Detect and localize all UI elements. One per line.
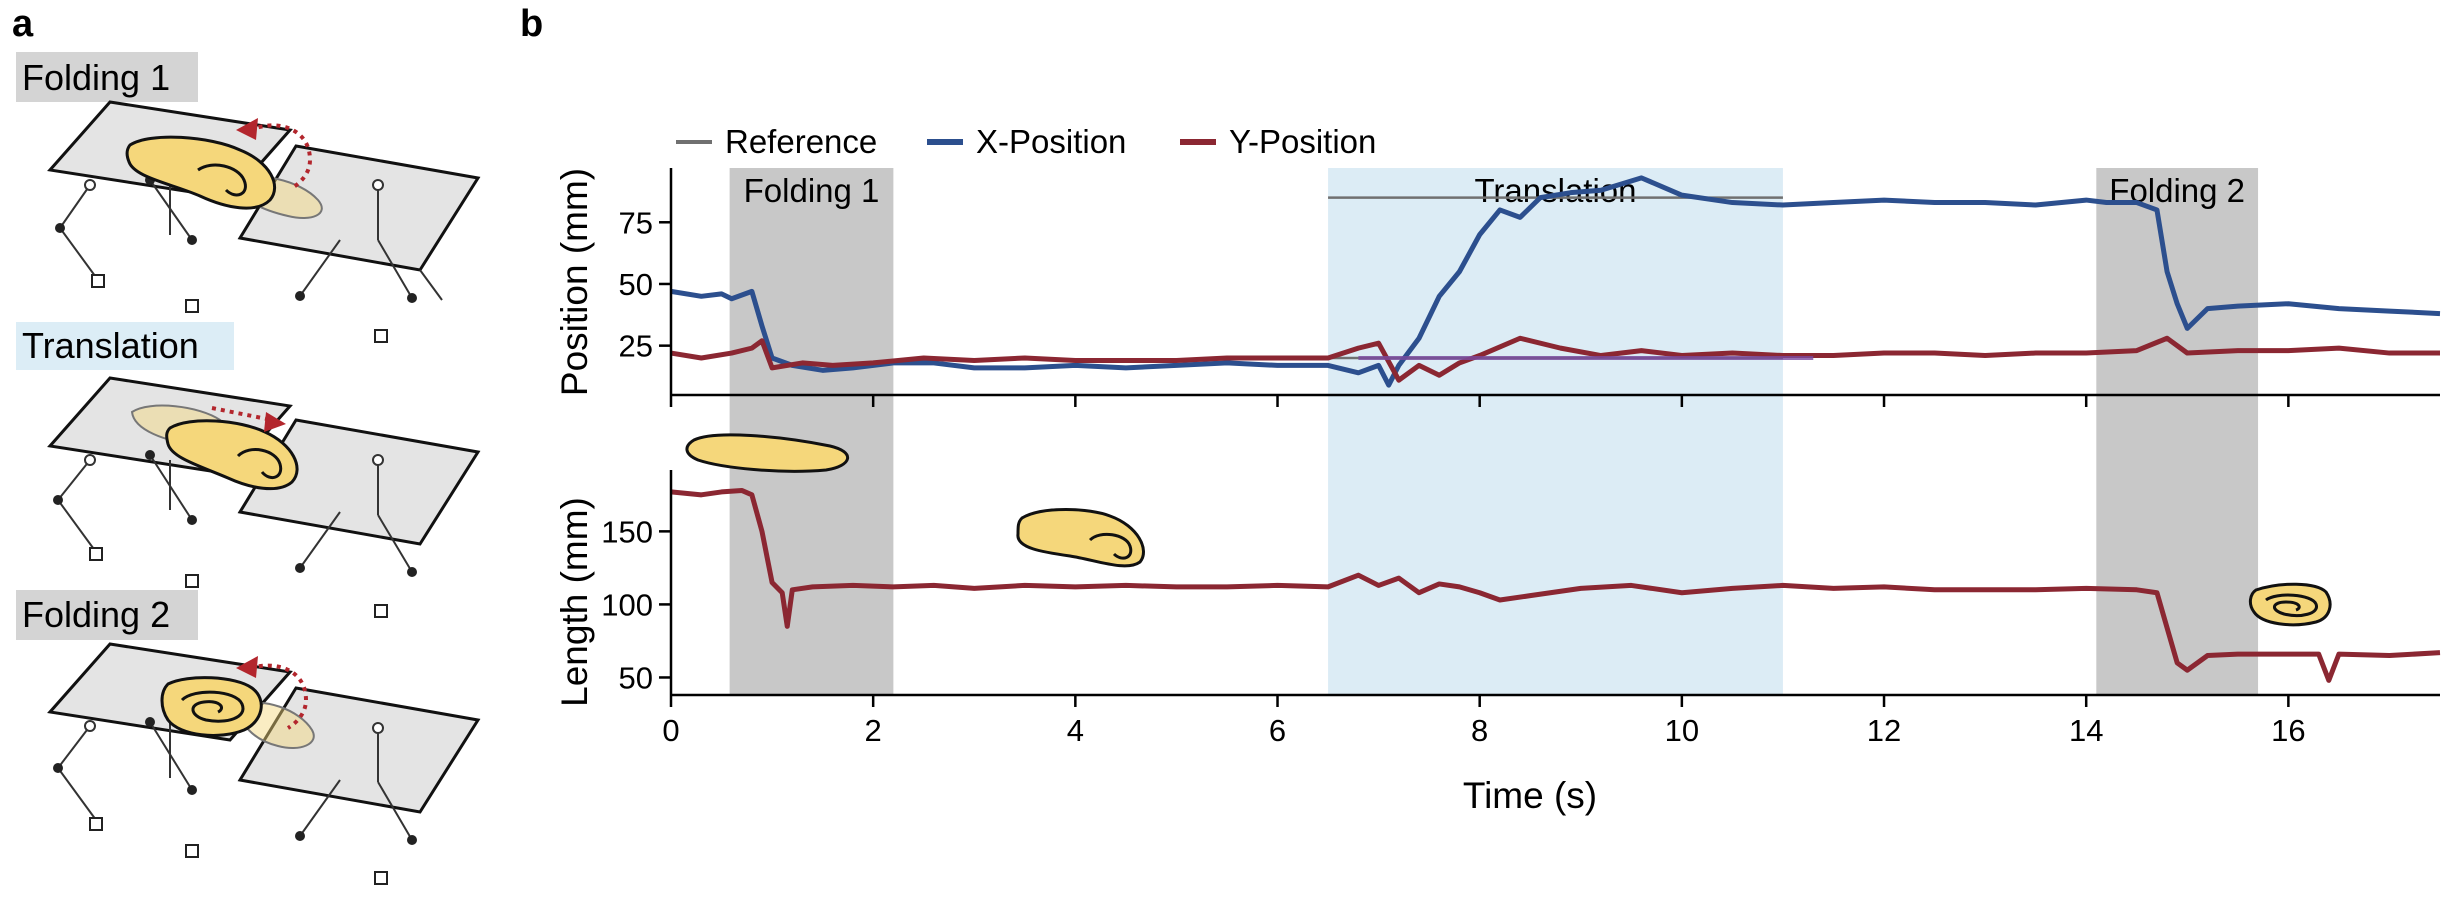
- length-y-ticks: 50 100 150: [601, 514, 671, 695]
- length-xtick-label-6: 6: [1269, 713, 1286, 748]
- folding-1-illustration: [47, 100, 481, 343]
- length-y-axis-label: Length (mm): [554, 497, 595, 707]
- length-chart: 50 100 150 0 2 4 6 8 10 12 14 16 Length (mm) Time …: [554, 433, 2441, 816]
- phase-region-folding-2: [2096, 168, 2259, 695]
- right-plate: [237, 144, 481, 343]
- length-xtick-label-0: 0: [662, 713, 679, 748]
- position-ytick-label-50: 50: [619, 267, 653, 302]
- length-series: [670, 487, 2441, 683]
- time-x-axis-label: Time (s): [1463, 775, 1597, 816]
- length-xtick-label-8: 8: [1471, 713, 1488, 748]
- arrowhead-icon: [236, 656, 258, 678]
- length-x-ticks: 0 2 4 6 8 10 12 14 16: [662, 695, 2306, 748]
- folded-object-shape: [1016, 508, 1145, 568]
- double-folded-object-shape: [2248, 582, 2332, 627]
- length-ytick-label-150: 150: [601, 514, 653, 549]
- panel-b-letter: b: [520, 3, 543, 45]
- length-ytick-label-50: 50: [619, 660, 653, 695]
- series-line-length: [670, 487, 2441, 683]
- legend: Reference X-Position Y-Position: [676, 123, 1376, 160]
- phase-regions: Folding 1 Translation Folding 2: [729, 168, 2259, 695]
- phase-label-folding-1: Folding 1: [744, 172, 880, 209]
- object-fold-line: [236, 448, 283, 480]
- legend-label-y-position: Y-Position: [1229, 123, 1376, 160]
- phase-region-folding-1: [729, 168, 894, 695]
- series-line-x-position: [670, 175, 2441, 388]
- stage-folding-2-label: Folding 2: [22, 594, 170, 635]
- stage-folding-1-label: Folding 1: [22, 57, 170, 98]
- arrowhead-icon: [236, 118, 258, 140]
- fold-arrow-icon: [249, 663, 309, 730]
- length-xtick-label-14: 14: [2069, 713, 2103, 748]
- right-plate: [237, 686, 481, 885]
- length-xtick-label-4: 4: [1067, 713, 1084, 748]
- panel-a-letter: a: [12, 3, 34, 45]
- object-fold-line: [197, 163, 247, 197]
- deformable-object: [165, 419, 299, 491]
- position-series: [670, 175, 2441, 388]
- shape-insets: [685, 433, 2332, 627]
- position-chart: 25 50 75 Position (mm): [554, 168, 2441, 407]
- stage-folding-1-label-box: [16, 52, 198, 102]
- length-xtick-label-2: 2: [865, 713, 882, 748]
- stage-folding-2-label-box: [16, 590, 198, 640]
- position-y-axis-label: Position (mm): [554, 168, 595, 396]
- position-y-ticks: 25 50 75: [619, 205, 671, 364]
- stage-translation: Translation: [16, 322, 481, 618]
- folding-2-illustration: [47, 642, 481, 885]
- position-ytick-label-75: 75: [619, 205, 653, 240]
- length-ytick-label-100: 100: [601, 587, 653, 622]
- deformable-object: [160, 676, 263, 737]
- length-xtick-label-12: 12: [1867, 713, 1901, 748]
- arrowhead-icon: [264, 412, 286, 432]
- stage-translation-label: Translation: [22, 325, 199, 366]
- stage-folding-1: Folding 1: [16, 52, 481, 343]
- length-xtick-label-10: 10: [1665, 713, 1699, 748]
- phase-label-translation: Translation: [1474, 172, 1636, 209]
- legend-label-reference: Reference: [725, 123, 877, 160]
- legend-label-x-position: X-Position: [976, 123, 1126, 160]
- deformable-object: [125, 135, 277, 210]
- position-ytick-label-25: 25: [619, 329, 653, 364]
- translation-illustration: [47, 376, 481, 618]
- series-line-y-position: [670, 335, 2440, 383]
- position-x-ticks: [669, 395, 2290, 407]
- flat-object-shape: [685, 433, 850, 473]
- right-plate: [237, 418, 481, 618]
- object-fold-line: [180, 690, 245, 723]
- stage-translation-label-box: [16, 322, 234, 370]
- phase-region-translation: [1328, 168, 1783, 695]
- stage-folding-2: Folding 2: [16, 590, 481, 885]
- length-xtick-label-16: 16: [2271, 713, 2305, 748]
